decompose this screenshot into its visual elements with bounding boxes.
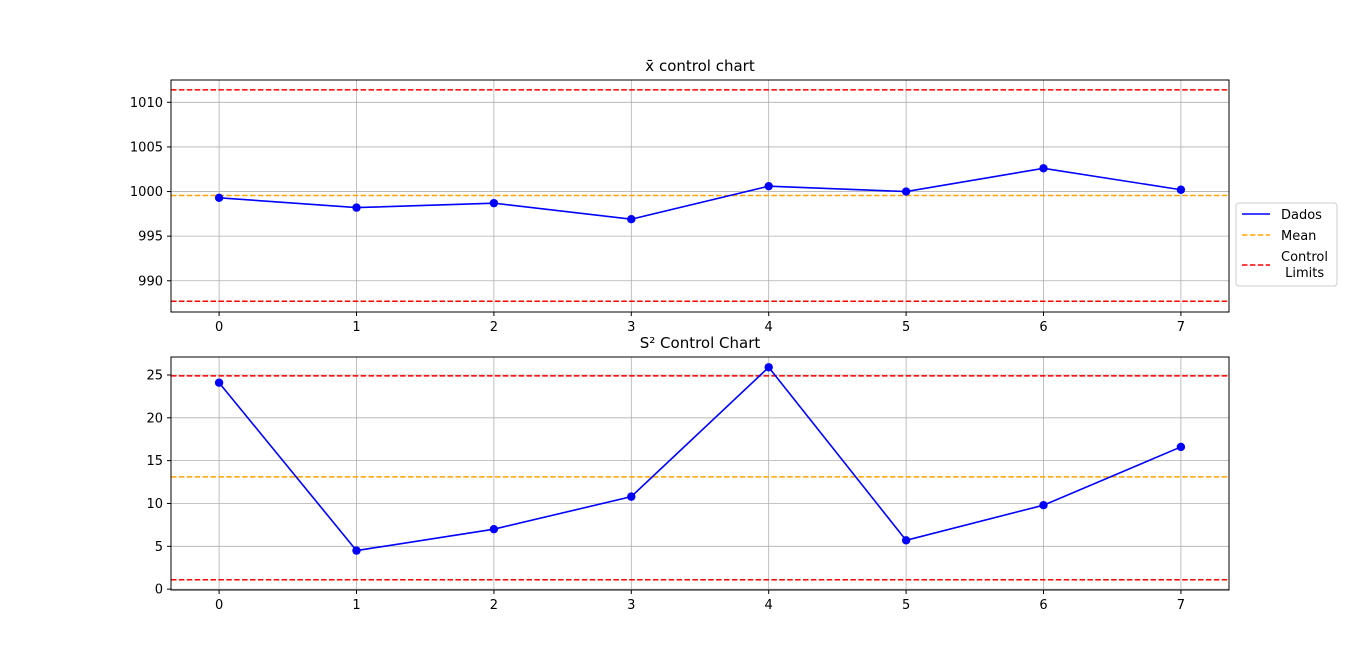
- xbar-control-chart: 0 1 2 3 4 5 6 7 990 995 1000 1005 1010 x̄ control cha…: [130, 57, 1230, 335]
- legend-label: Dados: [1281, 208, 1322, 223]
- y-tick-label: 0: [155, 583, 163, 598]
- y-tick-label: 25: [146, 368, 163, 383]
- y-tick-label: 5: [155, 540, 163, 555]
- x-tick-label: 1: [352, 598, 360, 613]
- y-tick-label: 10: [146, 497, 163, 512]
- data-point: [901, 536, 911, 545]
- s2-control-chart: 0 1 2 3 4 5 6 7 0 5 10 15 20 25 S² Control Chart: [146, 334, 1230, 613]
- data-point: [1039, 164, 1048, 173]
- data-point: [764, 363, 773, 372]
- data-point: [1176, 185, 1186, 194]
- y-tick-label: 1005: [130, 140, 163, 155]
- data-point: [1176, 442, 1186, 452]
- series-line-dados: [219, 167, 1182, 221]
- series-line-dados: [218, 366, 1182, 552]
- x-tick-label: 7: [1177, 598, 1185, 613]
- x-tick-label: 0: [215, 320, 223, 335]
- x-tick-label: 0: [215, 598, 223, 613]
- legend: Dados Mean Control Limits: [1235, 202, 1338, 287]
- x-tick-label: 5: [902, 598, 910, 613]
- data-point: [901, 187, 911, 196]
- data-point: [627, 492, 636, 501]
- legend-label: Mean: [1281, 229, 1316, 244]
- x-tick-label: 6: [1039, 598, 1047, 613]
- y-tick-label: 1000: [130, 185, 163, 200]
- data-point: [214, 193, 224, 202]
- x-tick-label: 3: [627, 598, 635, 613]
- x-tick-label: 2: [490, 598, 498, 613]
- x-tick-label: 5: [902, 320, 910, 335]
- x-tick-label: 3: [627, 320, 635, 335]
- data-point: [489, 198, 499, 208]
- data-point: [214, 378, 224, 387]
- y-tick-label: 15: [146, 454, 163, 469]
- x-tick-label: 7: [1177, 320, 1185, 335]
- y-tick-label: 990: [138, 274, 163, 289]
- data-point: [627, 215, 636, 224]
- x-tick-label: 4: [765, 598, 773, 613]
- data-point: [489, 524, 499, 534]
- x-tick-label: 1: [352, 320, 360, 335]
- legend-label: Control Limits: [1281, 250, 1328, 281]
- y-tick-label: 1010: [130, 96, 163, 111]
- chart-title: x̄ control chart: [645, 57, 755, 75]
- data-point: [352, 203, 361, 212]
- x-tick-label: 6: [1039, 320, 1047, 335]
- x-tick-label: 4: [765, 320, 773, 335]
- axes-frame: [170, 356, 1230, 591]
- y-tick-label: 20: [146, 411, 163, 426]
- axes-frame: [170, 79, 1230, 313]
- data-point: [1039, 500, 1048, 510]
- x-tick-label: 2: [490, 320, 498, 335]
- chart-title: S² Control Chart: [640, 334, 761, 352]
- data-point: [764, 181, 773, 191]
- data-point: [352, 546, 361, 555]
- y-tick-label: 995: [138, 230, 163, 245]
